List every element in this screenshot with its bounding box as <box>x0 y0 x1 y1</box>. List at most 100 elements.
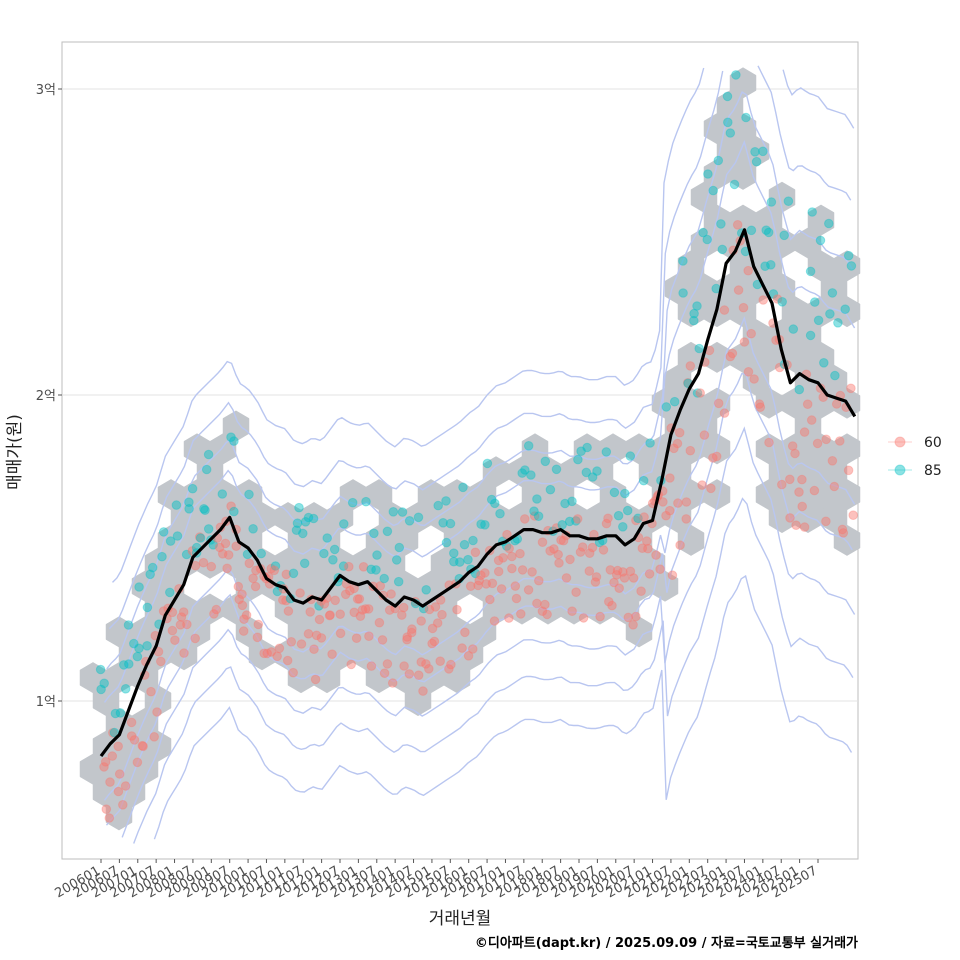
data-point-85 <box>815 235 826 246</box>
data-point-60 <box>352 594 363 604</box>
data-point-60 <box>561 573 572 583</box>
data-point-60 <box>113 741 123 752</box>
data-point-60 <box>452 604 462 615</box>
data-point-60 <box>288 667 299 678</box>
data-point-60 <box>791 520 801 531</box>
data-point-60 <box>802 399 813 410</box>
data-point-85 <box>147 562 158 573</box>
data-point-85 <box>567 496 577 507</box>
data-point-60 <box>330 595 341 606</box>
data-point-60 <box>413 670 424 681</box>
data-point-60 <box>764 437 774 448</box>
data-point-60 <box>685 445 696 456</box>
data-point-85 <box>805 330 816 341</box>
data-point-60 <box>542 609 552 620</box>
data-point-60 <box>250 581 261 592</box>
data-point-60 <box>504 543 515 554</box>
data-point-85 <box>833 318 843 328</box>
data-point-85 <box>372 550 382 560</box>
data-point-85 <box>698 227 708 238</box>
data-point-85 <box>319 548 329 559</box>
data-point-60 <box>838 528 849 538</box>
data-point-60 <box>493 555 504 566</box>
data-point-85 <box>526 470 536 480</box>
data-point-85 <box>142 602 153 613</box>
data-point-60 <box>571 587 581 598</box>
data-point-60 <box>831 399 842 409</box>
data-point-60 <box>282 655 293 666</box>
data-point-60 <box>658 497 668 507</box>
hex-bin <box>625 616 653 648</box>
data-point-60 <box>507 563 517 574</box>
data-point-60 <box>360 604 371 614</box>
data-point-60 <box>351 633 362 644</box>
data-point-60 <box>437 609 447 620</box>
data-point-60 <box>108 728 118 738</box>
data-point-85 <box>708 185 719 196</box>
data-point-85 <box>751 156 762 167</box>
data-point-60 <box>237 589 247 600</box>
axes: 1억2억3억2006012006072007012007072008012008… <box>36 83 820 901</box>
data-point-60 <box>510 581 521 591</box>
data-point-85 <box>291 525 302 536</box>
data-point-60 <box>460 627 470 638</box>
data-point-85 <box>587 472 598 482</box>
legend-label-85: 85 <box>924 463 942 479</box>
hex-bin <box>768 181 796 213</box>
data-point-85 <box>129 638 139 649</box>
data-point-60 <box>848 510 859 521</box>
data-point-60 <box>355 611 366 622</box>
data-point-60 <box>572 514 583 524</box>
data-point-85 <box>495 508 505 519</box>
data-point-60 <box>523 585 534 595</box>
data-point-85 <box>480 520 490 530</box>
data-point-60 <box>190 633 200 644</box>
data-point-85 <box>731 70 741 80</box>
data-point-60 <box>591 572 602 582</box>
data-point-60 <box>366 661 377 671</box>
data-point-60 <box>357 605 368 615</box>
data-point-85 <box>270 561 281 571</box>
data-point-60 <box>672 438 683 449</box>
data-point-85 <box>441 496 451 506</box>
data-point-60 <box>217 549 228 559</box>
data-point-60 <box>399 661 409 671</box>
data-point-60 <box>468 644 478 654</box>
data-point-60 <box>421 659 431 669</box>
data-point-60 <box>231 541 241 552</box>
y-tick-label: 2억 <box>36 389 56 404</box>
data-point-60 <box>532 598 542 609</box>
density-contour <box>153 574 853 840</box>
data-point-60 <box>733 285 744 295</box>
data-point-60 <box>642 536 652 546</box>
data-point-60 <box>527 567 537 577</box>
data-point-60 <box>182 619 192 630</box>
data-point-60 <box>651 550 661 560</box>
data-point-60 <box>520 514 530 524</box>
data-point-85 <box>620 488 630 499</box>
data-point-60 <box>719 408 730 418</box>
data-point-60 <box>214 542 225 553</box>
data-point-60 <box>99 762 109 772</box>
data-point-85 <box>256 548 267 559</box>
data-point-60 <box>432 618 443 628</box>
data-point-85 <box>609 487 620 498</box>
data-point-85 <box>622 505 633 516</box>
data-point-85 <box>722 91 733 102</box>
data-point-60 <box>515 548 525 559</box>
y-tick-label: 1억 <box>36 695 56 710</box>
data-point-60 <box>755 402 766 413</box>
data-point-60 <box>311 630 322 641</box>
data-point-85 <box>819 358 829 368</box>
data-point-60 <box>114 769 125 779</box>
data-point-60 <box>325 610 335 620</box>
data-point-85 <box>208 540 218 550</box>
data-point-85 <box>379 573 390 584</box>
data-point-60 <box>835 436 845 446</box>
data-point-60 <box>345 585 355 596</box>
data-point-60 <box>354 594 365 604</box>
data-point-85 <box>645 438 655 448</box>
data-point-85 <box>482 458 493 469</box>
data-point-60 <box>516 609 526 619</box>
data-point-60 <box>104 813 115 823</box>
